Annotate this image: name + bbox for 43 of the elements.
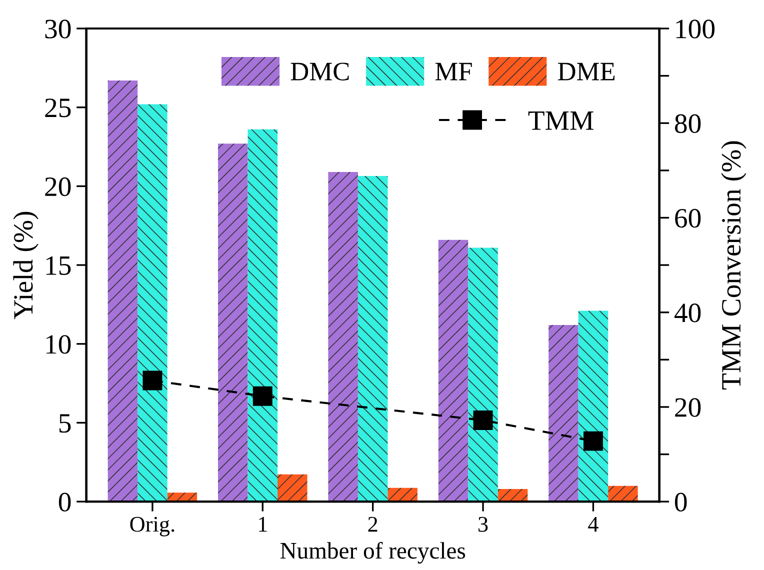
- point: [583, 431, 603, 451]
- x-axis-title: Number of recycles: [280, 542, 466, 564]
- y2-tick-label: 100: [676, 20, 715, 38]
- y-axis-title: Yield (%): [13, 212, 38, 320]
- y2-tick-label: 60: [675, 208, 701, 228]
- x-tick-label: 2: [368, 516, 378, 532]
- legend-label: TMM: [528, 112, 594, 130]
- y-tick-label: 5: [59, 414, 71, 433]
- y2-tick-label: 80: [674, 114, 701, 134]
- bar: [498, 488, 528, 502]
- y2-tick-label: 20: [675, 398, 701, 417]
- legend-label: MF: [435, 62, 472, 80]
- legend-label: DME: [558, 62, 615, 80]
- point: [142, 370, 162, 390]
- y-tick-label: 0: [58, 492, 71, 512]
- bar: [468, 248, 498, 502]
- y-tick-label: 15: [46, 256, 71, 275]
- bar: [248, 129, 278, 502]
- legend-label: DMC: [290, 62, 349, 80]
- bar: [548, 324, 578, 502]
- x-tick-label: 4: [588, 516, 598, 532]
- bar: [278, 474, 308, 502]
- bar: [108, 80, 138, 502]
- bar: [328, 172, 358, 502]
- point: [252, 386, 272, 406]
- y2-axis-title: TMM Conversion (%): [721, 141, 746, 390]
- y-tick-label: 25: [45, 98, 71, 118]
- bar: [608, 486, 638, 502]
- bar: [138, 104, 168, 502]
- y-tick-label: 20: [45, 177, 71, 196]
- bar: [358, 176, 388, 502]
- y2-tick-label: 0: [674, 492, 687, 512]
- point: [473, 410, 493, 430]
- bar: [578, 310, 608, 502]
- y2-tick-label: 40: [674, 304, 701, 322]
- y-tick-label: 30: [45, 20, 71, 38]
- x-tick-label: Orig.: [130, 516, 174, 536]
- bar: [388, 488, 418, 502]
- x-tick-label: 1: [259, 516, 267, 532]
- y-tick-label: 10: [46, 335, 71, 354]
- bar: [438, 240, 468, 502]
- x-tick-label: 3: [478, 516, 488, 532]
- bar: [218, 144, 248, 502]
